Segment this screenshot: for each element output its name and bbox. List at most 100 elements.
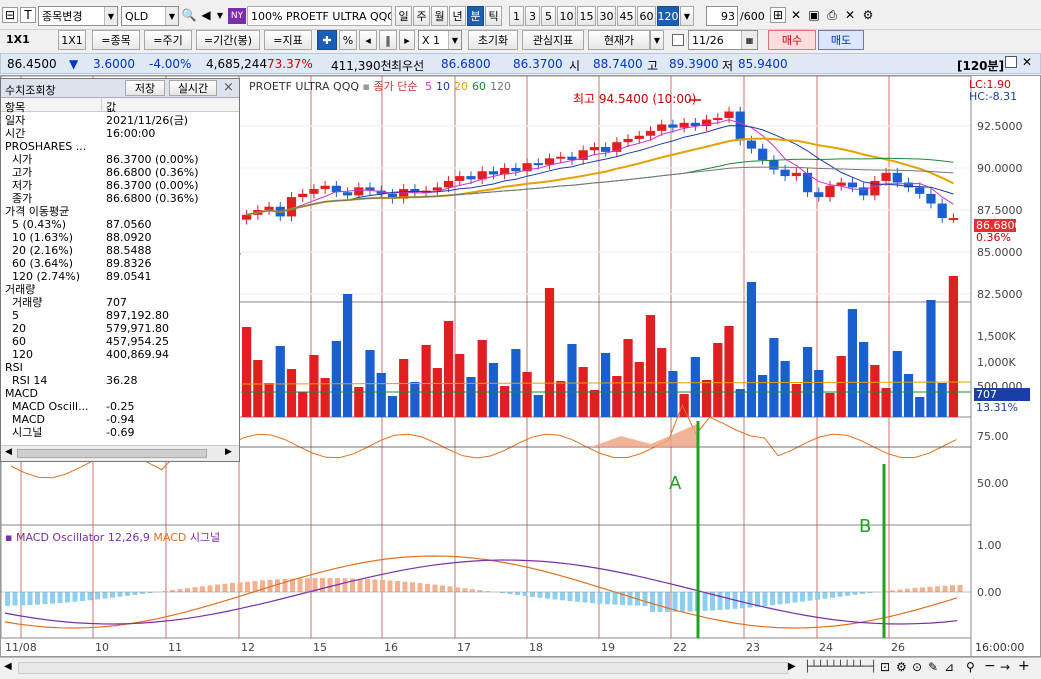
minute-button-120[interactable]: 120 [657,6,679,26]
period-bar-button[interactable]: =기간(봉) [196,30,260,50]
zoom-slider[interactable]: ├┴┴┴┴┴┴┴┴─┤ [804,660,877,673]
candle-body [634,135,644,139]
chart-type-icon[interactable]: ⊿ [944,660,955,674]
chevron-down-icon[interactable]: ▼ [104,7,117,25]
symbol-button[interactable]: =종목 [92,30,140,50]
speaker-icon[interactable]: ◀ [201,8,211,22]
chevron-down-icon[interactable]: ▼ [650,30,664,50]
volume-bar [286,369,297,417]
macd-hist-bar [387,580,393,592]
crosshair-tool-icon[interactable]: ✚ [317,30,337,50]
minute-button-60[interactable]: 60 [637,6,656,26]
chevron-down-icon[interactable]: ▼ [680,6,694,26]
macd-hist-bar [702,592,708,611]
grid-layout-label[interactable]: 1X1 [6,33,30,46]
gear-icon[interactable]: ⚙ [862,8,874,22]
percent-tool-icon[interactable]: % [339,30,357,50]
pause-icon[interactable]: ‖ [379,30,397,50]
minute-button-3[interactable]: 3 [525,6,540,26]
best-bid: 86.6800 [441,57,491,71]
period-button-4[interactable]: 분 [467,6,484,26]
period-button-0[interactable]: 일 [395,6,412,26]
pin-icon[interactable]: ⊟ [2,7,18,23]
period-button-1[interactable]: 주 [413,6,430,26]
panel-hscrollbar[interactable]: ◀ ▶ [1,445,239,461]
panel-realtime-button[interactable]: 실시간 [169,80,217,96]
date-input[interactable]: 11/26 ▦ [688,30,758,50]
minute-button-10[interactable]: 10 [557,6,576,26]
macd-hist-bar [282,579,288,592]
minute-button-45[interactable]: 45 [617,6,636,26]
panel-close-icon[interactable]: × [223,80,234,95]
indicator-button[interactable]: =지표 [264,30,312,50]
minute-button-5[interactable]: 5 [541,6,556,26]
symbol-input[interactable]: QLD ▼ [121,6,179,26]
macd-hist-bar [642,592,648,606]
chevron-down-icon[interactable]: ▼ [448,31,461,49]
menu-select[interactable]: 종목변경 ▼ [38,6,118,26]
grid-layout-button[interactable]: 1X1 [58,30,86,50]
arrow-right-icon[interactable]: → [1000,660,1011,674]
scroll-left-icon[interactable]: ◀ [4,661,12,672]
scroll-right-icon[interactable]: ▶ [788,661,796,672]
date-checkbox[interactable] [672,34,684,46]
save-icon[interactable]: ▣ [808,8,820,22]
minute-button-1[interactable]: 1 [509,6,524,26]
zoom-in-icon[interactable]: + [1018,658,1030,674]
panel-row: 5 897,192.80 [1,310,236,322]
watch-indicator-button[interactable]: 관심지표 [522,30,584,50]
volume-bar [735,389,745,417]
minute-button-30[interactable]: 30 [597,6,616,26]
price-tick-label: 87.5000 [977,204,1023,217]
panel-save-button[interactable]: 저장 [125,80,165,96]
crosshair-icon[interactable]: ✕ [790,8,802,22]
search-icon[interactable]: ⚲ [966,660,975,674]
current-price-button[interactable]: 현재가 [588,30,650,50]
period-button-2[interactable]: 월 [431,6,448,26]
candle-body [758,148,768,160]
data-inspector-panel: 수치조회창 저장 실시간 × 항목 값 일자 2021/11/26(금) 시간 16:… [0,78,240,462]
scroll-right-icon[interactable]: ▶ [225,447,232,457]
macd-hist-bar [170,590,175,592]
chevron-down-icon[interactable]: ▼ [165,7,178,25]
chevron-down-icon[interactable]: ▼ [216,10,224,20]
ma-line-5 [246,119,954,216]
gear-icon[interactable]: ⚙ [896,660,907,674]
fit-icon[interactable]: ⊡ [880,660,891,674]
search-icon[interactable]: 🔍 [181,8,197,22]
multiplier-select[interactable]: X 1 ▼ [418,30,462,50]
top-icon[interactable]: T [20,7,36,23]
candle-body [915,187,925,194]
period-button-3[interactable]: 년 [449,6,466,26]
count-input[interactable]: 93 [706,6,738,26]
clear-icon[interactable]: ✕ [844,8,856,22]
chart-scrollbar[interactable]: ◀ ▶ ├┴┴┴┴┴┴┴┴─┤ ⊡ ⚙ ⊙ ✎ ⊿ ⚲ − → + [0,657,1041,679]
panel-row-key: PROSHARES ... [5,140,87,153]
period-button[interactable]: =주기 [144,30,192,50]
scroll-thumb[interactable] [17,449,207,458]
grid-icon[interactable]: ⊞ [770,7,786,23]
volume-bar [937,383,947,417]
reset-button[interactable]: 초기화 [468,30,518,50]
draw-icon[interactable]: ✎ [928,660,939,674]
volume-bar [500,386,510,417]
next-icon[interactable]: ▸ [399,30,415,50]
buy-button[interactable]: 매수 [768,30,816,50]
minute-button-15[interactable]: 15 [577,6,596,26]
macd-hist-bar [162,591,168,592]
print-icon[interactable]: ⎙ [827,7,837,22]
volume-bar [410,382,420,417]
maximize-icon[interactable] [1005,56,1017,68]
sell-button[interactable]: 매도 [818,30,864,50]
scroll-left-icon[interactable]: ◀ [5,447,12,457]
pan-icon[interactable]: ⊙ [912,660,923,674]
volume-bar [903,374,914,417]
calendar-icon[interactable]: ▦ [741,31,757,49]
close-icon[interactable]: ✕ [1022,55,1033,69]
zoom-out-icon[interactable]: − [984,658,996,674]
period-button-5[interactable]: 틱 [485,6,502,26]
macd-hist-bar [500,592,505,594]
first-icon[interactable]: ◂ [359,30,377,50]
scroll-track[interactable] [18,662,788,674]
volume: 4,685,244 [206,57,268,71]
